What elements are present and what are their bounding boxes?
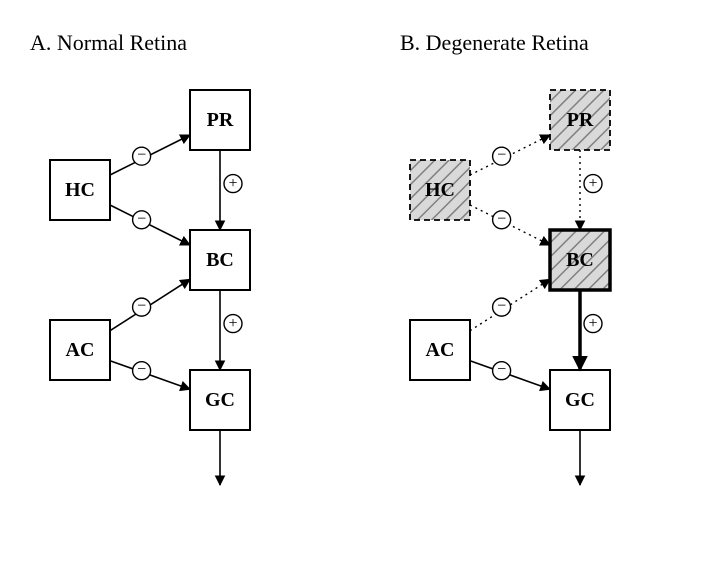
node-label-A-BC: BC bbox=[206, 249, 234, 271]
node-label-B-PR: PR bbox=[567, 109, 594, 131]
svg-text:−: − bbox=[137, 147, 146, 164]
node-label-B-HC: HC bbox=[425, 179, 455, 201]
diagram-svg: A. Normal Retina HC AC PR BC GC − − − − + + B. Degen… bbox=[0, 0, 710, 571]
svg-text:+: + bbox=[228, 175, 237, 192]
node-label-A-AC: AC bbox=[66, 339, 95, 361]
node-label-B-GC: GC bbox=[565, 389, 595, 411]
node-label-B-BC: BC bbox=[566, 249, 594, 271]
svg-text:−: − bbox=[497, 361, 506, 378]
edge-B-1 bbox=[470, 205, 550, 245]
node-label-A-PR: PR bbox=[207, 109, 234, 131]
svg-text:−: − bbox=[497, 147, 506, 164]
svg-text:−: − bbox=[137, 210, 146, 227]
node-label-A-GC: GC bbox=[205, 389, 235, 411]
panel-title-A: A. Normal Retina bbox=[30, 30, 187, 55]
svg-text:−: − bbox=[497, 210, 506, 227]
node-label-B-AC: AC bbox=[426, 339, 455, 361]
svg-text:+: + bbox=[228, 315, 237, 332]
panel-title-B: B. Degenerate Retina bbox=[400, 30, 589, 55]
edge-A-1 bbox=[110, 205, 190, 245]
node-label-A-HC: HC bbox=[65, 179, 95, 201]
svg-text:−: − bbox=[497, 298, 506, 315]
svg-text:+: + bbox=[588, 175, 597, 192]
svg-text:−: − bbox=[137, 361, 146, 378]
svg-text:−: − bbox=[137, 298, 146, 315]
svg-text:+: + bbox=[588, 315, 597, 332]
